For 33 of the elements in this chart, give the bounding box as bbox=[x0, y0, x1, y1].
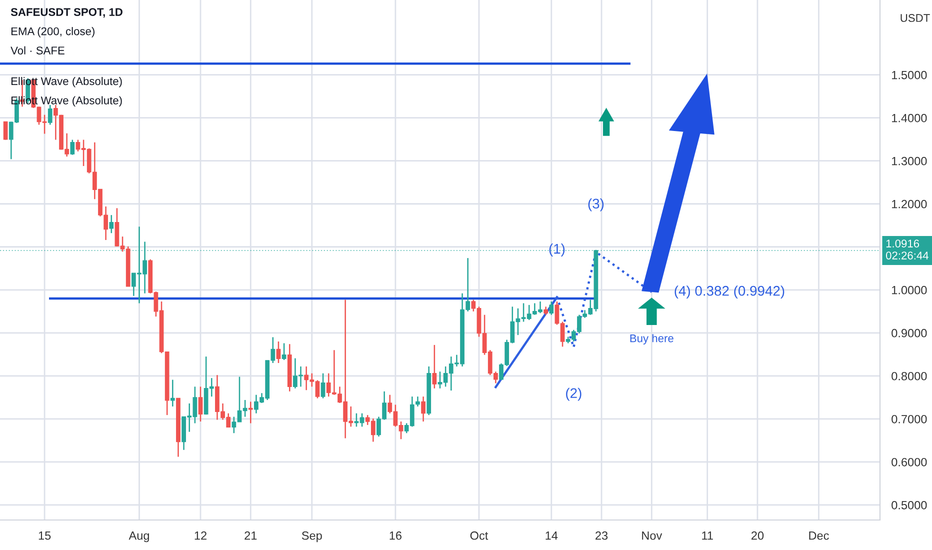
x-tick-label: Nov bbox=[642, 532, 662, 540]
annotation: (1) bbox=[549, 244, 565, 256]
y-tick-label: 0.8000 bbox=[892, 372, 927, 380]
text: SAFEUSDT SPOT, 1D bbox=[10, 8, 122, 18]
y-tick-label: 1.0000 bbox=[892, 286, 927, 294]
annotation: Vol · SAFE bbox=[10, 46, 64, 54]
x-tick-label: Aug bbox=[128, 532, 149, 542]
x-tick-label: 14 bbox=[546, 532, 558, 540]
x-tick-label: 16 bbox=[390, 531, 402, 540]
x-tick-label: Dec bbox=[809, 532, 829, 540]
x-tick-label: 21 bbox=[244, 531, 257, 540]
annotation: EMA (200, close) bbox=[11, 27, 94, 38]
x-tick-label: Oct bbox=[470, 531, 488, 540]
x-tick-label: 23 bbox=[596, 531, 608, 540]
x-tick-label: Sep bbox=[302, 531, 322, 542]
x-tick-label: 11 bbox=[702, 532, 713, 540]
y-tick-label: 0.6000 bbox=[892, 458, 927, 466]
y-axis-title: USDT bbox=[900, 14, 930, 22]
y-tick-label: 1.4000 bbox=[892, 114, 927, 122]
x-tick-label: 15 bbox=[38, 532, 51, 540]
y-tick-label: 1.5000 bbox=[892, 70, 927, 80]
y-tick-label: 0.7000 bbox=[892, 414, 927, 424]
annotation: (3) bbox=[588, 198, 604, 212]
annotation: Buy here bbox=[630, 334, 674, 344]
y-tick-label: 0.5000 bbox=[892, 500, 927, 510]
x-tick-label: 20 bbox=[751, 531, 764, 540]
annotation: (4) 0.382 (0.9942) bbox=[674, 286, 784, 299]
y-tick-label: 1.3000 bbox=[892, 156, 927, 166]
ref-line-label: 1.0916 02:26:44 bbox=[886, 240, 928, 260]
x-tick-label: 12 bbox=[194, 531, 206, 540]
annotation: (2) bbox=[566, 388, 582, 401]
y-tick-label: 1.2000 bbox=[892, 200, 927, 208]
y-tick-label: 0.9000 bbox=[892, 328, 927, 338]
